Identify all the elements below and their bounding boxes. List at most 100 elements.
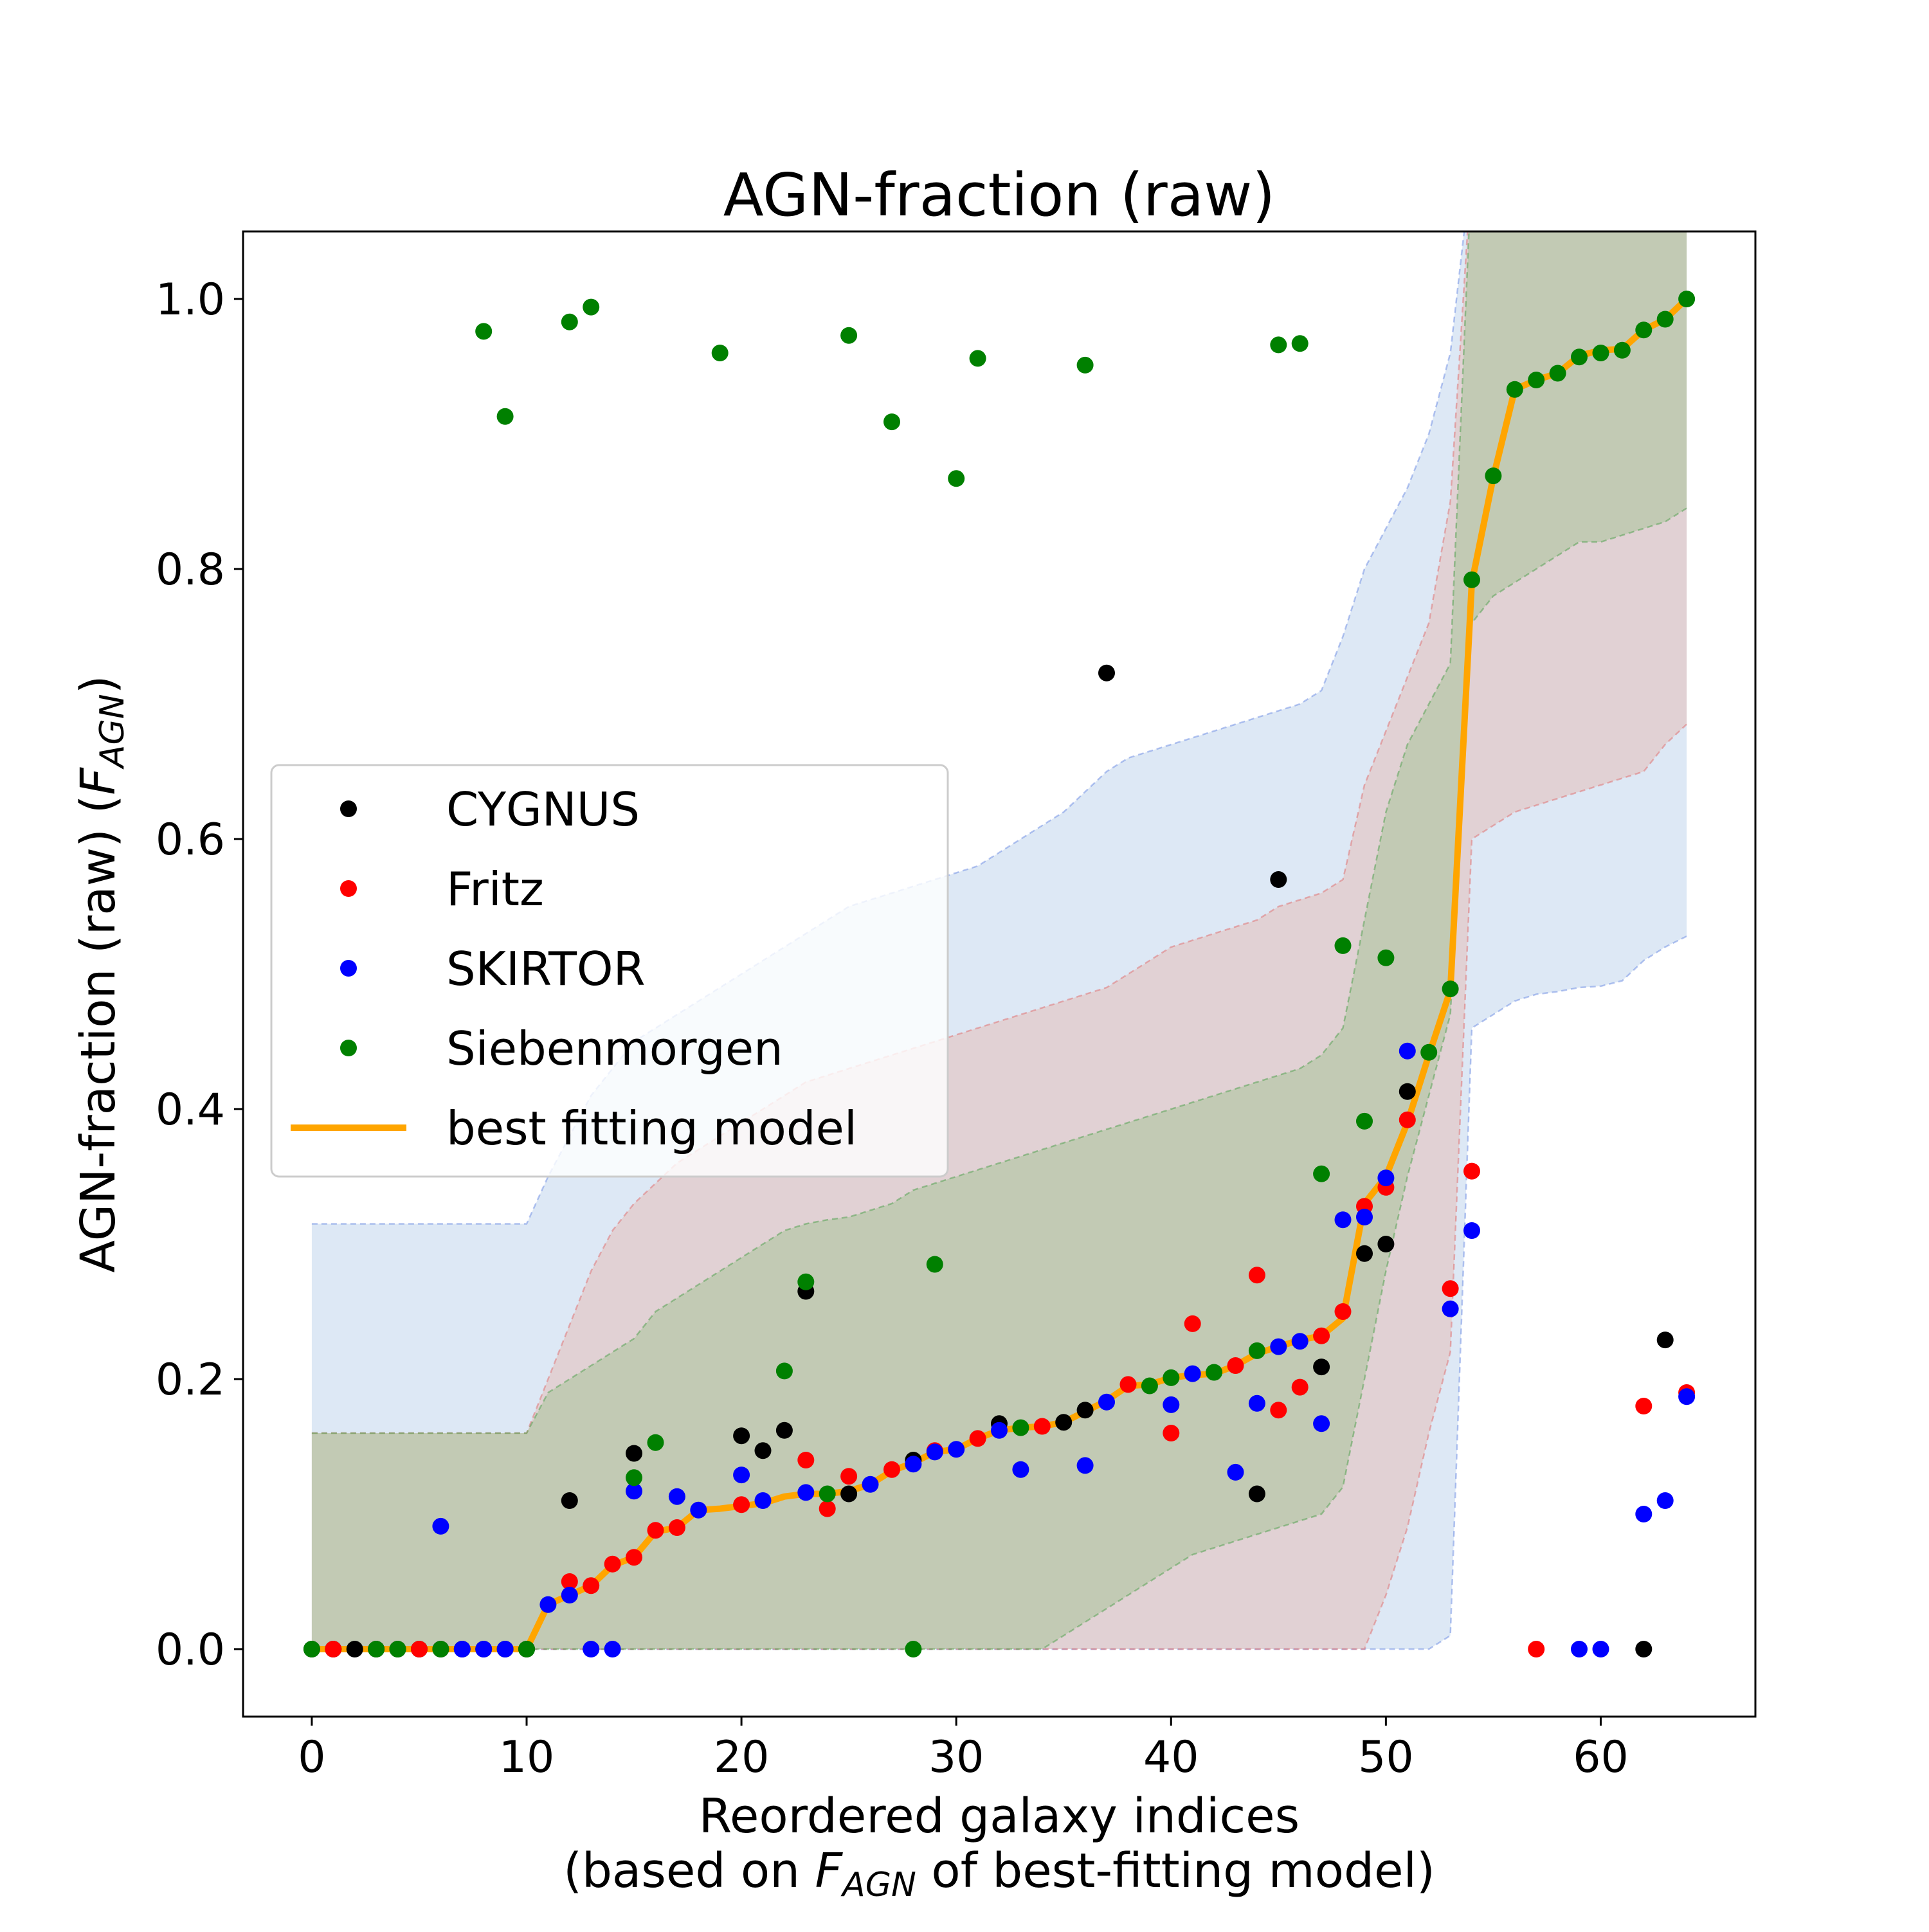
x-tick-label-6: 60 <box>1573 1732 1629 1783</box>
point-skirtor-13 <box>797 1484 815 1501</box>
y-tick-label-4: 0.8 <box>156 545 225 595</box>
legend-marker-fritz <box>340 880 357 897</box>
point-fritz-3 <box>583 1577 600 1594</box>
point-fritz-23 <box>1313 1327 1330 1344</box>
point-cygnus-15 <box>775 1422 793 1439</box>
point-skirtor-30 <box>1356 1209 1373 1225</box>
legend: CYGNUS Fritz SKIRTOR Siebenmorgen best f… <box>270 764 949 1178</box>
point-siebenmorgen-29 <box>1313 1165 1330 1182</box>
point-siebenmorgen-31 <box>1356 1112 1373 1130</box>
point-skirtor-20 <box>1076 1457 1094 1474</box>
point-fritz-1 <box>411 1641 428 1657</box>
point-cygnus-28 <box>1399 1083 1416 1100</box>
point-siebenmorgen-26 <box>1248 1342 1265 1359</box>
point-siebenmorgen-32 <box>1377 949 1395 966</box>
y-axis-label-pre: AGN-fraction (raw) ( <box>71 795 126 1273</box>
legend-label-skirtor: SKIRTOR <box>446 942 646 996</box>
point-fritz-6 <box>647 1522 664 1539</box>
band-lower-edge-2 <box>311 507 1687 1650</box>
x-tick-label-4: 40 <box>1143 1732 1199 1783</box>
legend-label-cygnus: CYGNUS <box>446 782 640 836</box>
band-fill-2 <box>311 231 1687 1649</box>
point-siebenmorgen-9 <box>626 1469 642 1486</box>
point-siebenmorgen-0 <box>303 1641 320 1657</box>
x-axis-label-line1: Reordered galaxy indices <box>699 1789 1300 1844</box>
axis-ticks: 0 10 20 30 40 50 60 0.0 0.2 0.4 0.6 0.8 1.0 <box>156 275 1629 1783</box>
point-siebenmorgen-4 <box>475 323 493 340</box>
point-fritz-0 <box>325 1641 342 1657</box>
y-tick-label-3: 0.6 <box>156 815 225 865</box>
point-cygnus-14 <box>754 1442 772 1459</box>
point-fritz-14 <box>969 1430 986 1447</box>
point-fritz-20 <box>1248 1267 1265 1284</box>
point-skirtor-25 <box>1248 1395 1265 1412</box>
point-fritz-9 <box>797 1452 815 1468</box>
point-siebenmorgen-35 <box>1463 571 1480 588</box>
point-skirtor-34 <box>1463 1222 1480 1239</box>
point-skirtor-35 <box>1571 1641 1588 1657</box>
point-cygnus-25 <box>1313 1359 1330 1376</box>
point-siebenmorgen-25 <box>1206 1364 1223 1381</box>
y-axis-label: AGN-fraction (raw) (FAGN) <box>71 675 132 1272</box>
point-skirtor-16 <box>926 1443 943 1461</box>
point-cygnus-22 <box>1098 664 1115 682</box>
point-skirtor-11 <box>733 1467 750 1484</box>
point-fritz-8 <box>733 1496 750 1513</box>
point-cygnus-17 <box>840 1485 858 1503</box>
point-cygnus-27 <box>1377 1236 1395 1252</box>
point-siebenmorgen-27 <box>1270 336 1287 354</box>
point-siebenmorgen-10 <box>647 1434 664 1451</box>
point-siebenmorgen-17 <box>905 1641 922 1657</box>
point-siebenmorgen-7 <box>561 313 578 330</box>
point-fritz-4 <box>604 1555 621 1573</box>
point-fritz-5 <box>626 1549 642 1566</box>
point-cygnus-26 <box>1356 1245 1373 1262</box>
point-skirtor-5 <box>561 1587 578 1603</box>
point-skirtor-28 <box>1313 1415 1330 1432</box>
point-cygnus-20 <box>1055 1414 1073 1431</box>
point-siebenmorgen-23 <box>1141 1377 1158 1395</box>
point-siebenmorgen-11 <box>711 345 729 361</box>
x-axis-label-var: F <box>815 1843 844 1899</box>
x-tick-label-3: 30 <box>928 1732 984 1783</box>
point-siebenmorgen-33 <box>1420 1043 1438 1061</box>
y-axis-label-post: ) <box>71 675 126 694</box>
point-skirtor-3 <box>496 1641 514 1657</box>
point-skirtor-29 <box>1334 1211 1352 1229</box>
x-axis-label-pre: (based on <box>563 1843 815 1899</box>
point-siebenmorgen-22 <box>1076 356 1094 374</box>
point-siebenmorgen-34 <box>1442 980 1459 998</box>
point-siebenmorgen-20 <box>969 350 986 367</box>
point-skirtor-24 <box>1227 1463 1244 1481</box>
point-skirtor-27 <box>1291 1333 1309 1350</box>
point-fritz-31 <box>1635 1398 1653 1414</box>
point-skirtor-37 <box>1635 1506 1653 1522</box>
point-fritz-2 <box>561 1573 578 1590</box>
band-fill-1 <box>311 231 1687 1649</box>
x-axis-label-post: of best-fitting model) <box>916 1843 1435 1899</box>
point-siebenmorgen-28 <box>1291 335 1309 352</box>
point-cygnus-11 <box>561 1492 578 1509</box>
point-skirtor-4 <box>539 1596 557 1613</box>
point-cygnus-21 <box>1076 1402 1094 1419</box>
point-skirtor-21 <box>1098 1393 1115 1411</box>
point-siebenmorgen-1 <box>368 1641 385 1657</box>
point-cygnus-13 <box>733 1427 750 1445</box>
point-skirtor-19 <box>1012 1461 1029 1478</box>
band-fill-0 <box>311 231 1687 1649</box>
legend-box <box>270 764 949 1178</box>
point-siebenmorgen-41 <box>1592 345 1609 361</box>
point-fritz-22 <box>1291 1378 1309 1396</box>
point-siebenmorgen-6 <box>518 1641 535 1657</box>
point-skirtor-12 <box>754 1492 772 1509</box>
point-skirtor-23 <box>1184 1365 1201 1382</box>
point-cygnus-2 <box>346 1641 363 1657</box>
point-skirtor-39 <box>1678 1388 1696 1405</box>
point-skirtor-10 <box>690 1501 707 1519</box>
point-fritz-7 <box>668 1519 685 1536</box>
band-lower-edge-1 <box>311 723 1687 1650</box>
point-skirtor-32 <box>1399 1042 1416 1060</box>
x-tick-label-1: 10 <box>499 1732 555 1783</box>
